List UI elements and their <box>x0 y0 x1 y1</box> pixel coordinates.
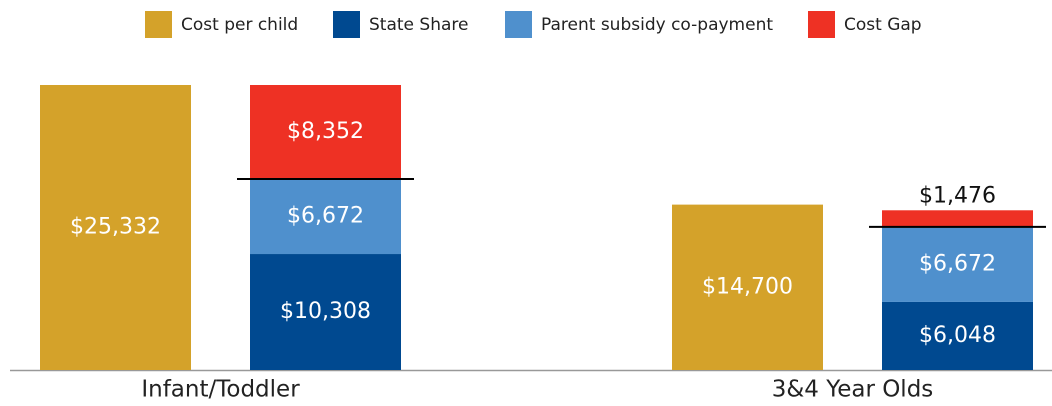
bar-segment <box>882 210 1033 227</box>
x-tick-label: Infant/Toddler <box>141 377 300 403</box>
legend-swatch <box>333 11 360 38</box>
bar <box>672 204 823 370</box>
legend-swatch <box>808 11 835 38</box>
value-label: $14,700 <box>702 274 793 299</box>
value-label: $10,308 <box>280 299 371 324</box>
legend-label: State Share <box>369 15 468 35</box>
x-tick-label: 3&4 Year Olds <box>772 377 934 403</box>
legend-label: Cost per child <box>181 15 298 35</box>
bar-segment <box>882 301 1033 370</box>
value-label: $1,476 <box>919 183 996 208</box>
value-label: $6,672 <box>919 251 996 276</box>
value-label: $25,332 <box>70 215 161 240</box>
legend-label: Cost Gap <box>844 15 922 35</box>
bar-segment <box>250 85 401 179</box>
legend-swatch <box>505 11 532 38</box>
bar <box>40 85 191 370</box>
value-label: $8,352 <box>287 119 364 144</box>
bar-segment <box>250 178 401 255</box>
value-label: $6,048 <box>919 323 996 348</box>
bar-segment <box>250 254 401 370</box>
legend-label: Parent subsidy co-payment <box>541 15 773 35</box>
value-label: $6,672 <box>287 203 364 228</box>
legend-swatch <box>145 11 172 38</box>
bar-segment <box>882 226 1033 302</box>
